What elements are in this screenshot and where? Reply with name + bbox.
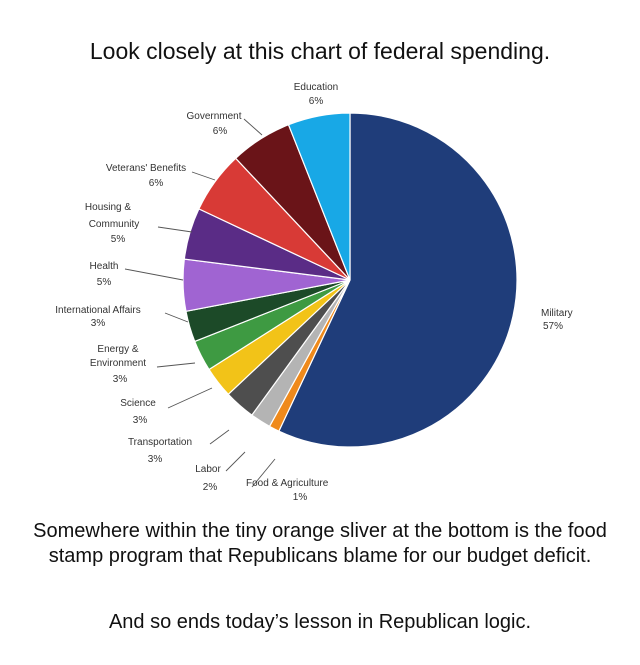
leader-line-food-agriculture xyxy=(251,458,276,488)
slice-percent-military: 57% xyxy=(543,321,563,332)
slice-percent-science: 3% xyxy=(133,415,148,426)
slice-percent-energy-environment: 3% xyxy=(113,374,128,385)
leader-line-labor xyxy=(225,451,246,472)
slice-percent-food-agriculture: 1% xyxy=(293,492,308,503)
caption-text: Somewhere within the tiny orange sliver … xyxy=(33,520,607,567)
pie-slice-military xyxy=(278,112,518,448)
slice-percent-government: 6% xyxy=(213,126,228,137)
slice-label-education: Education xyxy=(294,82,338,93)
slice-label-government: Government xyxy=(186,111,241,122)
leader-line-transportation xyxy=(209,429,230,445)
slice-percent-labor: 2% xyxy=(203,482,218,493)
slice-percent-housing-community: 5% xyxy=(111,234,126,245)
leader-line-veterans-benefits xyxy=(191,171,216,181)
chart-headline: Look closely at this chart of federal sp… xyxy=(89,38,551,64)
slice-percent-education: 6% xyxy=(309,96,324,107)
punchline-text: And so ends today’s lesson in Republican… xyxy=(108,611,532,633)
slice-label-science: Science xyxy=(120,398,156,409)
slice-label-food-agriculture: Food & Agriculture xyxy=(246,478,329,489)
slice-label-veterans-benefits: Veterans' Benefits xyxy=(106,163,186,174)
slice-label-labor: Labor xyxy=(195,464,221,475)
leader-line-housing-community xyxy=(157,226,193,233)
slice-label-transportation: Transportation xyxy=(128,437,192,448)
slice-label-energy-environment: Environment xyxy=(90,358,146,369)
slice-label-international-affairs: International Affairs xyxy=(55,305,140,316)
leader-line-health xyxy=(124,268,184,281)
slice-label-military: Military xyxy=(541,308,573,319)
slice-percent-health: 5% xyxy=(97,277,112,288)
leader-line-science xyxy=(167,387,213,409)
pie-slice-education xyxy=(287,112,351,281)
slice-label-housing-community: Housing & xyxy=(85,202,131,213)
slice-label-health: Health xyxy=(90,261,119,272)
slice-percent-transportation: 3% xyxy=(148,454,163,465)
slice-label-housing-community: Community xyxy=(89,219,140,230)
slice-percent-international-affairs: 3% xyxy=(91,318,106,329)
leader-line-government xyxy=(243,118,263,136)
leader-line-international-affairs xyxy=(164,312,189,323)
slice-label-energy-environment: Energy & xyxy=(97,344,138,355)
leader-line-energy-environment xyxy=(156,362,196,368)
slice-percent-veterans-benefits: 6% xyxy=(149,178,164,189)
